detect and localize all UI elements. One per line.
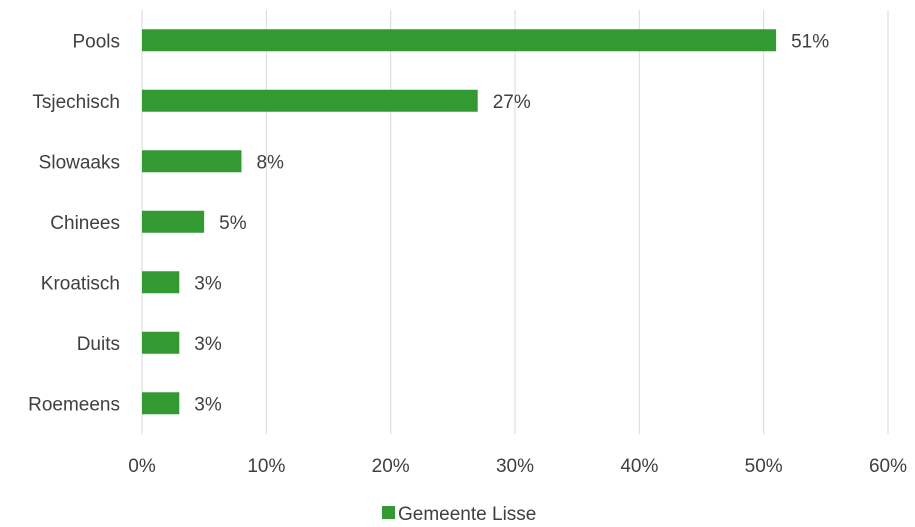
x-axis-tick-labels: 0% 10% 20% 30% 40% 50% 60% bbox=[128, 456, 907, 477]
data-label: 8% bbox=[256, 152, 284, 173]
data-label: 3% bbox=[194, 334, 222, 355]
bars bbox=[142, 29, 777, 415]
x-tick-label: 20% bbox=[372, 456, 410, 477]
bar bbox=[142, 89, 478, 112]
x-tick-label: 40% bbox=[620, 456, 658, 477]
data-label: 27% bbox=[493, 92, 531, 113]
category-label: Chinees bbox=[50, 213, 120, 234]
bar bbox=[142, 29, 777, 52]
category-label: Pools bbox=[72, 31, 120, 52]
category-label: Duits bbox=[77, 334, 120, 355]
x-tick-label: 30% bbox=[496, 456, 534, 477]
legend: Gemeente Lisse bbox=[382, 504, 536, 525]
x-tick-label: 60% bbox=[869, 456, 907, 477]
data-label: 3% bbox=[194, 394, 222, 415]
category-label: Slowaaks bbox=[39, 152, 120, 173]
category-label: Tsjechisch bbox=[32, 92, 120, 113]
category-label: Kroatisch bbox=[41, 273, 120, 294]
legend-swatch bbox=[382, 506, 395, 519]
data-labels: 51% 27% 8% 5% 3% 3% 3% bbox=[194, 31, 829, 415]
x-tick-label: 50% bbox=[745, 456, 783, 477]
bar bbox=[142, 331, 180, 354]
gridlines bbox=[141, 10, 889, 434]
x-tick-label: 0% bbox=[128, 456, 156, 477]
x-tick-label: 10% bbox=[247, 456, 285, 477]
category-label: Roemeens bbox=[28, 394, 120, 415]
bar bbox=[142, 271, 180, 294]
bar bbox=[142, 210, 205, 233]
bar bbox=[142, 392, 180, 415]
legend-label: Gemeente Lisse bbox=[398, 504, 536, 525]
data-label: 3% bbox=[194, 273, 222, 294]
bar bbox=[142, 150, 242, 173]
data-label: 5% bbox=[219, 213, 247, 234]
category-labels: Pools Tsjechisch Slowaaks Chinees Kroatisch D… bbox=[28, 31, 120, 415]
data-label: 51% bbox=[791, 31, 829, 52]
